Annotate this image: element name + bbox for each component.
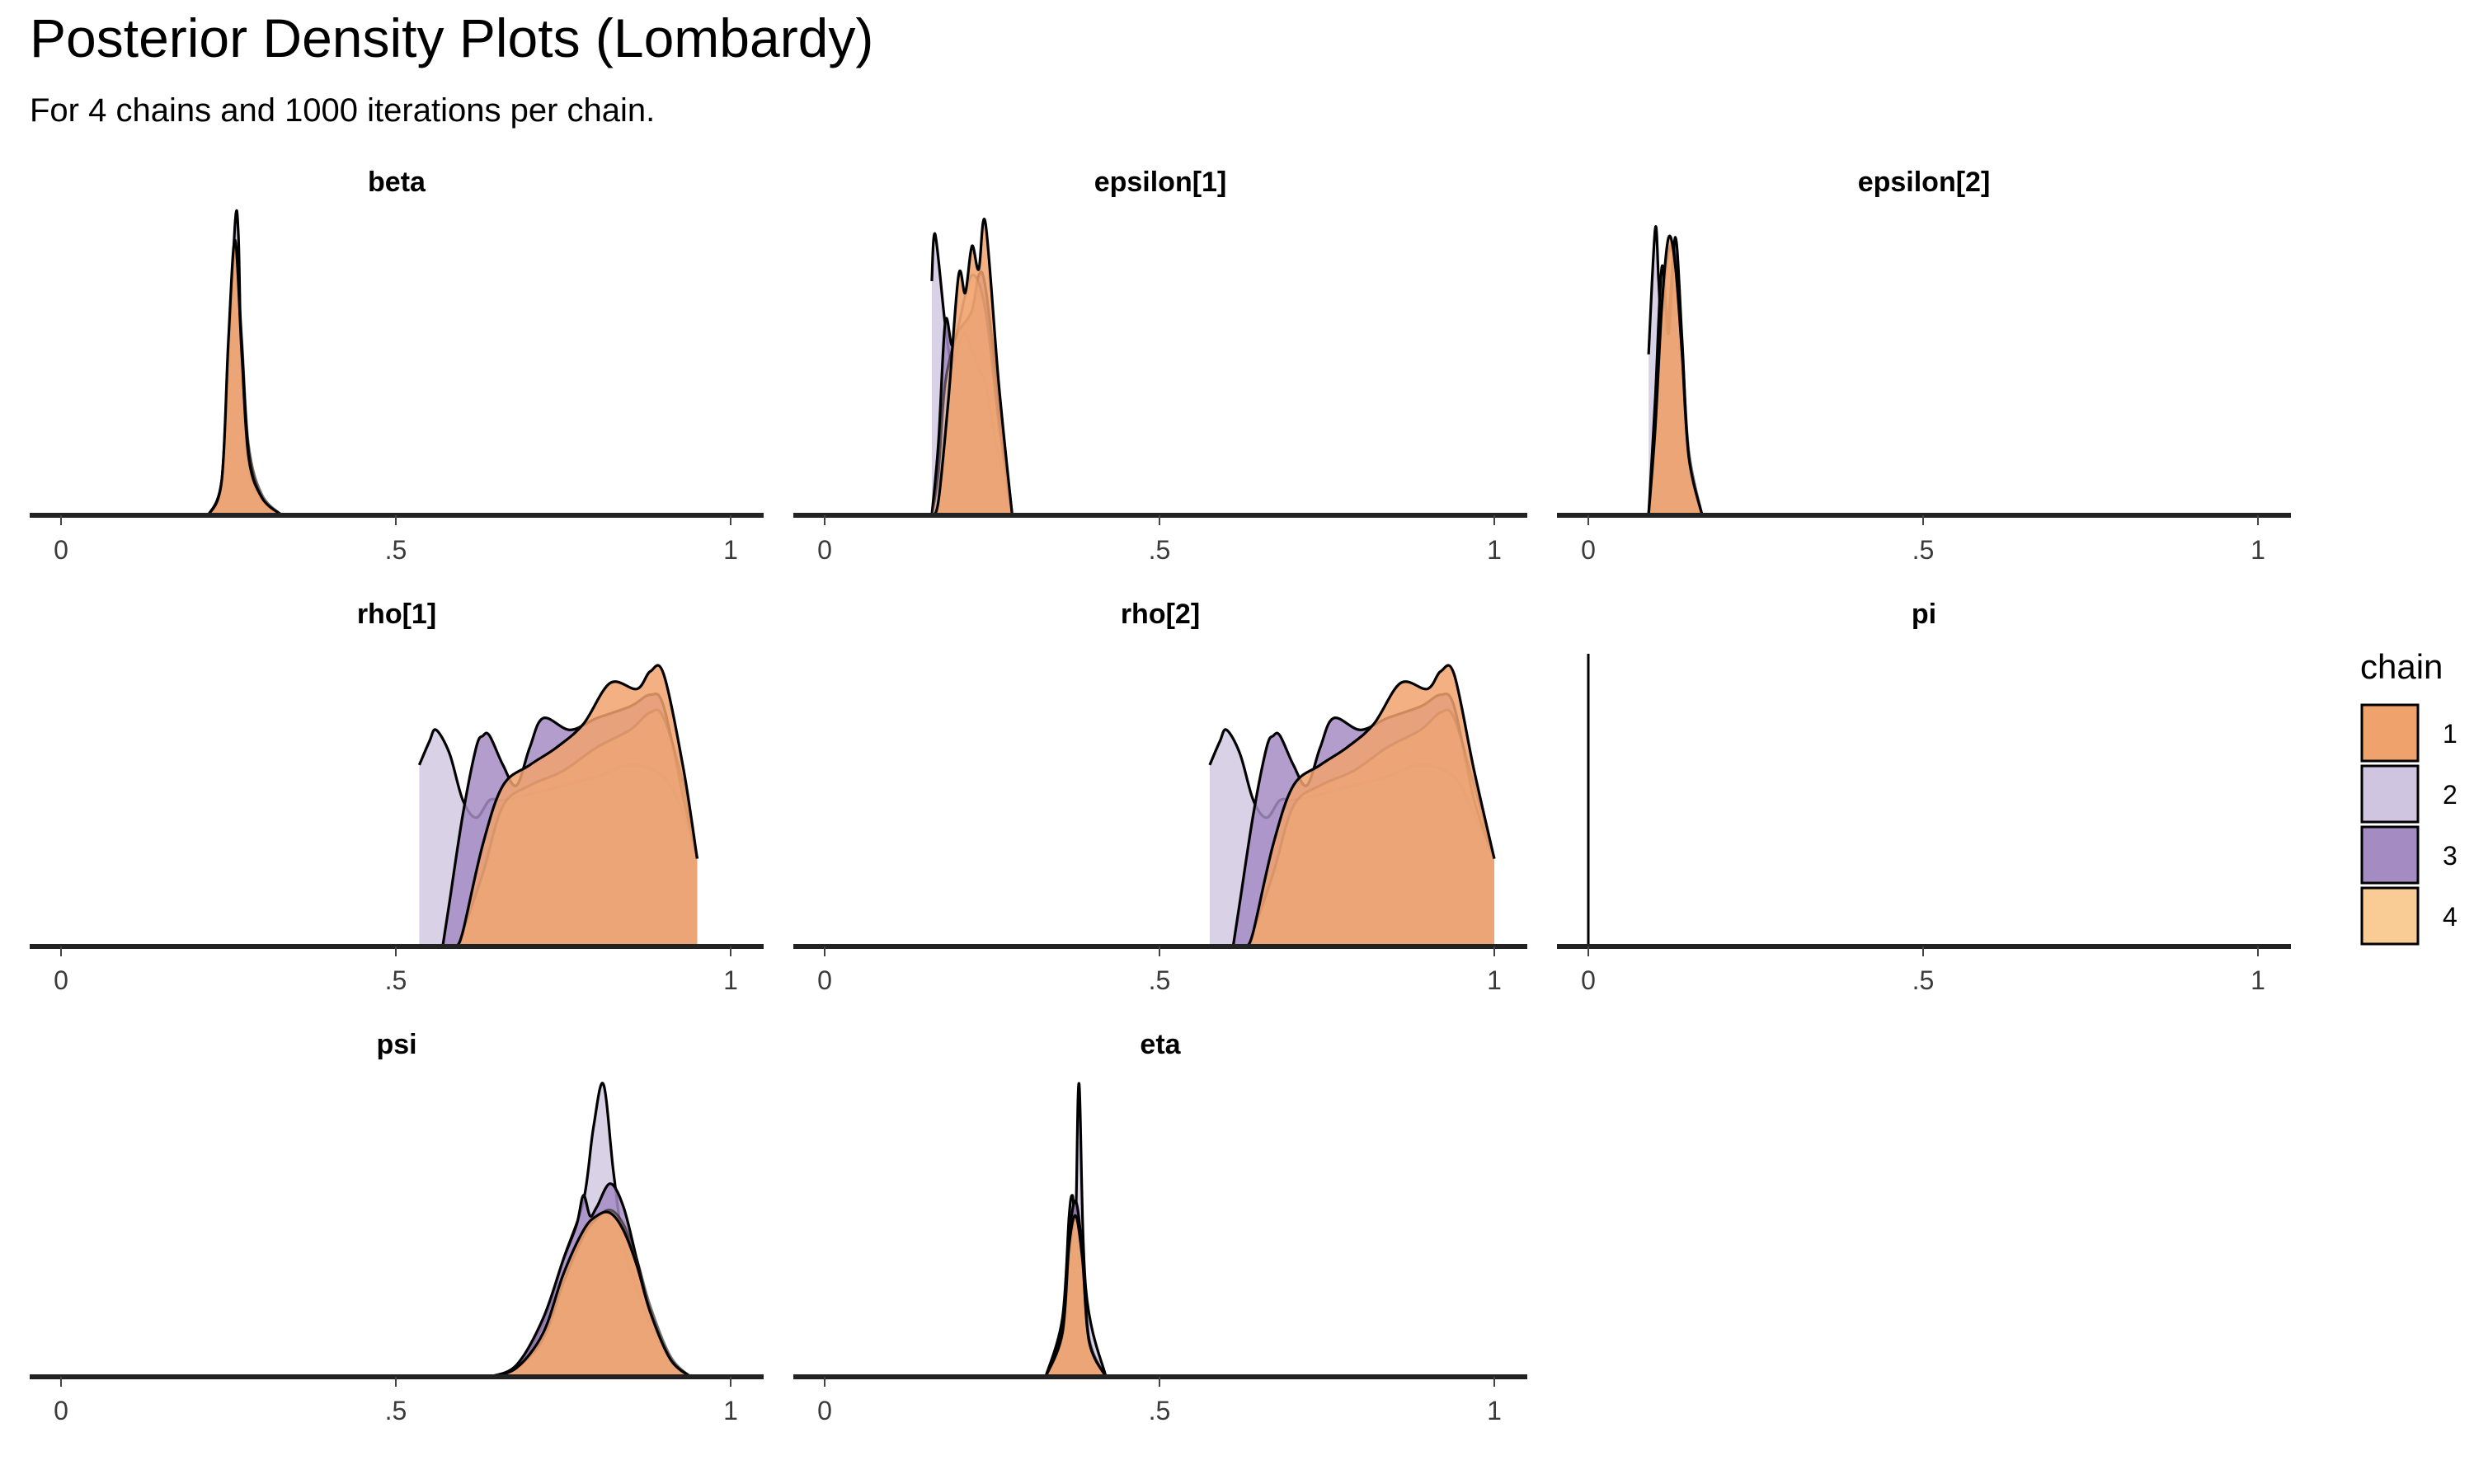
x-tick-label: 1 bbox=[1487, 965, 1502, 995]
density-line-chain-1 bbox=[454, 664, 698, 947]
x-tick-label: .5 bbox=[385, 965, 407, 995]
x-tick-label: .5 bbox=[1912, 965, 1935, 995]
density-area-chain-1 bbox=[456, 665, 698, 946]
x-tick-label: .5 bbox=[385, 1396, 407, 1425]
density-area-chain-1 bbox=[208, 240, 282, 515]
x-tick-label: 1 bbox=[723, 1396, 738, 1425]
legend-label: 1 bbox=[2443, 719, 2458, 749]
x-tick-label: 0 bbox=[54, 1396, 68, 1425]
legend-item-chain-3: 3 bbox=[2360, 825, 2458, 885]
density-area-chain-1 bbox=[1246, 665, 1494, 946]
facet-pi: pi 0 .5 1 bbox=[1557, 599, 2291, 995]
facet-label: pi bbox=[1912, 599, 1936, 630]
x-tick-label: 1 bbox=[723, 535, 738, 565]
facet-label: epsilon[2] bbox=[1858, 167, 1991, 198]
legend-label: 2 bbox=[2443, 780, 2458, 810]
facet-label: rho[1] bbox=[357, 599, 436, 630]
density-line-chain-1 bbox=[207, 238, 284, 517]
facet-psi: psi 0 .5 1 bbox=[30, 1029, 764, 1425]
page-title: Posterior Density Plots (Lombardy) bbox=[30, 7, 874, 68]
density-area-chain-1 bbox=[931, 218, 1013, 515]
facet-rho-2: rho[2] 0 .5 1 bbox=[793, 599, 1527, 995]
facet-epsilon-2: epsilon[2] 0 .5 1 bbox=[1557, 167, 2291, 565]
facet-eta: eta 0 .5 1 bbox=[793, 1029, 1527, 1425]
facet-label: eta bbox=[1140, 1029, 1181, 1060]
legend-key bbox=[2360, 886, 2420, 946]
x-tick-label: .5 bbox=[1149, 965, 1171, 995]
legend-title: chain bbox=[2360, 647, 2443, 686]
x-tick-label: 0 bbox=[817, 965, 832, 995]
density-line-chain-1 bbox=[1647, 234, 1704, 516]
legend-item-chain-1: 1 bbox=[2360, 703, 2458, 763]
x-tick-label: .5 bbox=[1912, 535, 1935, 565]
facet-label: epsilon[1] bbox=[1094, 167, 1227, 198]
x-tick-label: 1 bbox=[2251, 535, 2265, 565]
facet-rho-1: rho[1] 0 .5 1 bbox=[30, 599, 764, 995]
legend-key bbox=[2360, 703, 2420, 763]
density-area-chain-1 bbox=[489, 1211, 691, 1377]
legend-label: 3 bbox=[2443, 841, 2458, 871]
x-tick-label: 1 bbox=[1487, 1396, 1502, 1425]
facet-beta: beta 0 .5 1 bbox=[30, 167, 764, 565]
legend: chain 1 2 3 4 bbox=[2360, 647, 2458, 946]
density-line-chain-1 bbox=[930, 218, 1014, 517]
x-tick-label: 0 bbox=[817, 535, 832, 565]
x-tick-label: .5 bbox=[1149, 535, 1171, 565]
facet-label: rho[2] bbox=[1121, 599, 1200, 630]
x-tick-label: 0 bbox=[54, 965, 68, 995]
density-line-chain-1 bbox=[1245, 664, 1496, 947]
x-tick-label: 1 bbox=[723, 965, 738, 995]
facet-epsilon-1: epsilon[1] 0 .5 1 bbox=[793, 167, 1527, 565]
legend-item-chain-4: 4 bbox=[2360, 886, 2458, 946]
page-subtitle: For 4 chains and 1000 iterations per cha… bbox=[30, 92, 656, 129]
density-area-chain-1 bbox=[1046, 1215, 1106, 1377]
x-tick-label: 1 bbox=[2251, 965, 2265, 995]
x-tick-label: 0 bbox=[1581, 535, 1596, 565]
legend-label: 4 bbox=[2443, 902, 2458, 932]
x-tick-label: .5 bbox=[385, 535, 407, 565]
density-line-chain-1 bbox=[489, 1210, 692, 1378]
facet-label: psi bbox=[376, 1029, 416, 1060]
facet-label: beta bbox=[368, 167, 426, 198]
legend-key bbox=[2360, 825, 2420, 885]
x-tick-label: 0 bbox=[817, 1396, 832, 1425]
x-tick-label: 0 bbox=[1581, 965, 1596, 995]
x-tick-label: .5 bbox=[1149, 1396, 1171, 1425]
legend-item-chain-2: 2 bbox=[2360, 764, 2458, 824]
legend-key bbox=[2360, 764, 2420, 824]
x-tick-label: 1 bbox=[1487, 535, 1502, 565]
x-tick-label: 0 bbox=[54, 535, 68, 565]
density-line-chain-1 bbox=[1044, 1214, 1108, 1378]
